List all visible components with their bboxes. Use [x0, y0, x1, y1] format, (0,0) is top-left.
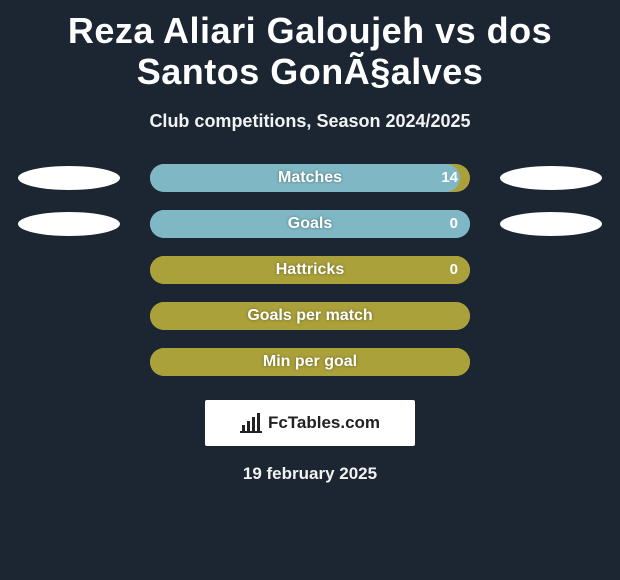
stat-bar: Goals 0	[150, 210, 470, 238]
right-pill	[500, 212, 602, 236]
comparison-infographic: Reza Aliari Galoujeh vs dos Santos GonÃ§…	[0, 0, 620, 580]
left-pill	[18, 212, 120, 236]
bar-chart-icon	[240, 413, 262, 433]
stat-value: 0	[450, 261, 458, 278]
stat-bar: Matches 14	[150, 164, 470, 192]
date-text: 19 february 2025	[0, 464, 620, 484]
stat-label: Min per goal	[263, 353, 357, 371]
stat-label: Goals	[288, 215, 332, 233]
stat-row: Matches 14	[10, 164, 610, 192]
stat-label: Matches	[278, 169, 342, 187]
logo-box: FcTables.com	[205, 400, 415, 446]
left-pill	[18, 166, 120, 190]
stat-bar: Min per goal	[150, 348, 470, 376]
stat-label: Hattricks	[276, 261, 344, 279]
subtitle: Club competitions, Season 2024/2025	[0, 111, 620, 132]
right-pill	[500, 166, 602, 190]
stat-value: 14	[441, 169, 458, 186]
stat-row: Min per goal	[10, 348, 610, 376]
stat-row: Hattricks 0	[10, 256, 610, 284]
stat-value: 0	[450, 215, 458, 232]
logo-text: FcTables.com	[268, 413, 380, 433]
stat-label: Goals per match	[247, 307, 372, 325]
stat-row: Goals per match	[10, 302, 610, 330]
stats-list: Matches 14 Goals 0 Hattricks 0 Goals per match…	[0, 164, 620, 376]
stat-bar: Goals per match	[150, 302, 470, 330]
stat-bar: Hattricks 0	[150, 256, 470, 284]
page-title: Reza Aliari Galoujeh vs dos Santos GonÃ§…	[0, 0, 620, 93]
stat-row: Goals 0	[10, 210, 610, 238]
